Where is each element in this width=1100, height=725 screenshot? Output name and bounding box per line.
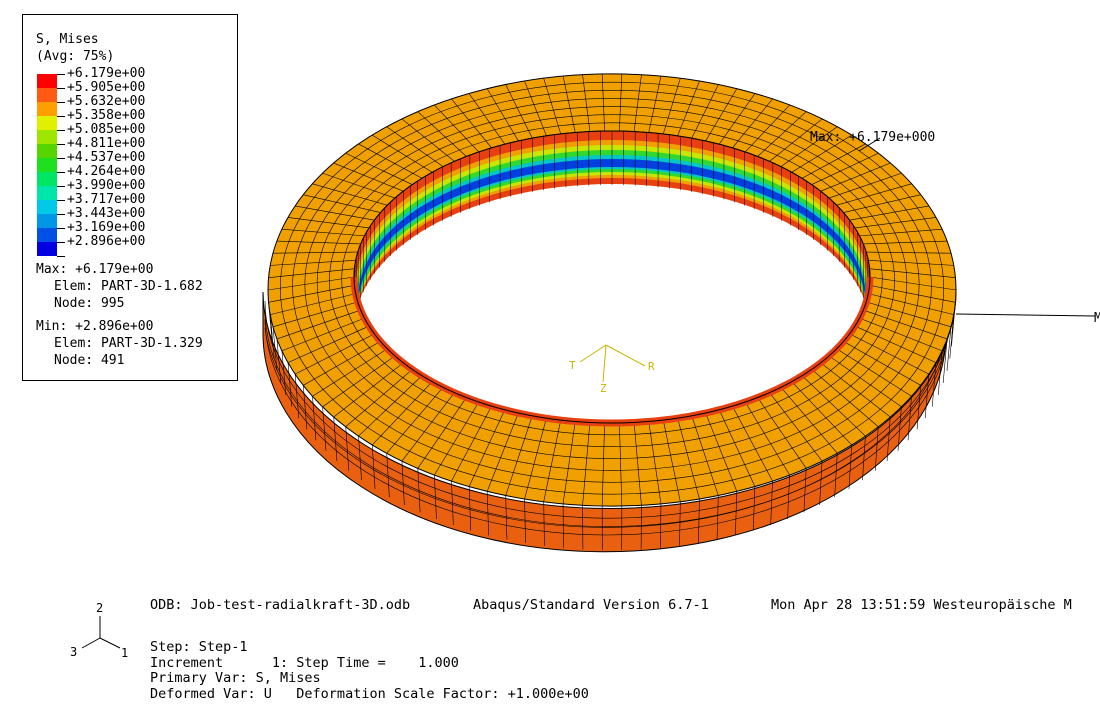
legend-swatch [37,102,57,116]
legend-level-label: +4.537e+00 [67,150,146,165]
primary-var: Primary Var: S, Mises [150,670,321,686]
legend-swatch [37,214,57,228]
odb-file: ODB: Job-test-radialkraft-3D.odb [150,597,411,613]
legend-swatch [37,88,57,102]
legend-level-label: +3.717e+00 [67,192,146,207]
legend-swatch [37,144,57,158]
legend-tick [57,116,65,117]
legend-max-elem: Elem: PART-3D-1.682 [54,279,203,294]
legend-swatch [37,74,57,88]
legend-level-label: +3.990e+00 [67,178,146,193]
legend-level-label: +5.358e+00 [67,108,146,123]
legend-level-label: +5.632e+00 [67,94,146,109]
legend-title: S, Mises [36,32,99,47]
timestamp: Mon Apr 28 13:51:59 Westeuropäische M [771,597,1072,613]
legend-tick [57,228,65,229]
legend-max-value: Max: +6.179e+00 [36,262,154,277]
legend-tick [57,130,65,131]
legend-tick [57,256,65,257]
legend-swatch [37,228,57,242]
increment-info: Increment 1: Step Time = 1.000 [150,655,459,671]
legend-level-label: +5.905e+00 [67,80,146,95]
legend-tick [57,186,65,187]
legend-tick [57,172,65,173]
triad-r-label: R [648,360,655,373]
ring-top-face [267,73,957,507]
global-triad-3: 3 [70,645,77,659]
legend-level-label: +4.264e+00 [67,164,146,179]
legend-tick [57,102,65,103]
legend-tick [57,88,65,89]
inner-wall-contour [354,131,870,423]
global-triad-1: 1 [121,646,128,660]
local-csys-triad [579,344,646,383]
legend-level-label: +3.169e+00 [67,220,146,235]
max-annotation: Max: +6.179e+000 [810,130,935,152]
legend-subtitle: (Avg: 75%) [36,49,115,64]
legend-level-label: +3.443e+00 [67,206,146,221]
deformed-var: Deformed Var: U Deformation Scale Factor… [150,686,589,702]
inner-rim [350,130,874,427]
legend-tick [57,242,65,243]
legend-swatch [37,158,57,172]
step-name: Step: Step-1 [150,639,248,655]
legend-swatch [37,186,57,200]
legend-tick [57,158,65,159]
legend-level-label: +5.085e+00 [67,122,146,137]
triad-z-label: Z [600,382,607,395]
legend-tick [57,200,65,201]
global-triad-2: 2 [96,601,103,615]
legend-tick [57,144,65,145]
edge-leader: M [955,311,1100,326]
contour-legend[interactable]: S, Mises (Avg: 75%) +6.179e+00 +5.905e+00… [22,14,238,381]
legend-level-label: +4.811e+00 [67,136,146,151]
legend-min-value: Min: +2.896e+00 [36,319,154,334]
max-annotation-label: Max: +6.179e+000 [810,130,935,145]
edge-label: M [1094,311,1100,326]
legend-swatch [37,116,57,130]
legend-tick [57,214,65,215]
triad-t-label: T [569,359,576,372]
legend-max-node: Node: 995 [54,296,125,311]
legend-level-label: +6.179e+00 [67,66,146,81]
legend-tick [57,74,65,75]
legend-swatch [37,200,57,214]
legend-min-elem: Elem: PART-3D-1.329 [54,336,203,351]
legend-swatch [37,172,57,186]
solver-version: Abaqus/Standard Version 6.7-1 [473,597,709,613]
legend-min-node: Node: 491 [54,353,125,368]
legend-level-label: +2.896e+00 [67,234,146,249]
legend-swatch [37,130,57,144]
global-csys-triad [81,616,121,649]
legend-swatch [37,242,57,256]
